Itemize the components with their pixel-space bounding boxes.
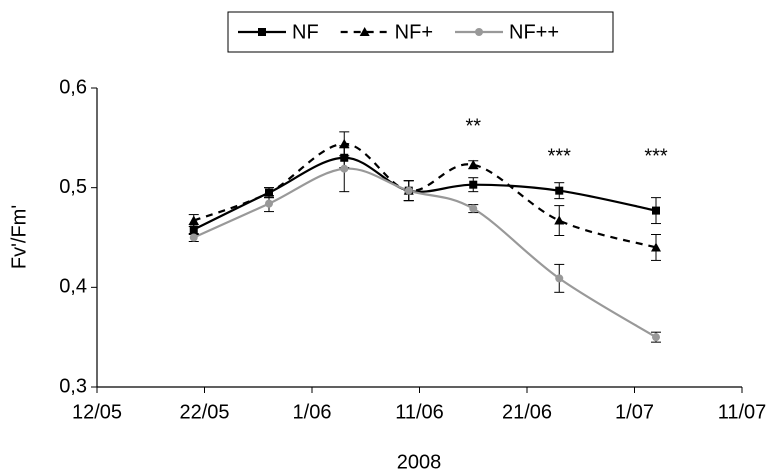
data-point <box>652 333 660 342</box>
legend: NF NF+ NF++ <box>227 11 614 53</box>
data-point <box>404 186 413 195</box>
data-point <box>468 159 479 169</box>
annotation: *** <box>548 145 572 167</box>
data-point <box>652 206 660 215</box>
y-tick-label: 0,4 <box>59 276 87 298</box>
x-tick-label: 11/06 <box>395 401 444 423</box>
x-tick-label: 1/06 <box>293 401 332 423</box>
data-point <box>265 199 273 208</box>
x-tick-label: 11/07 <box>718 401 767 423</box>
data-point <box>264 187 274 197</box>
x-tick-label: 12/05 <box>72 401 122 423</box>
x-tick-label: 21/06 <box>502 401 552 423</box>
x-tick-label: 1/07 <box>615 401 654 423</box>
x-tick-label: 22/05 <box>179 401 229 423</box>
data-point <box>555 186 564 195</box>
legend-marker <box>359 27 370 36</box>
y-tick-label: 0,6 <box>59 76 87 98</box>
series-line <box>193 167 657 339</box>
data-point <box>188 215 199 225</box>
data-point <box>651 242 661 252</box>
data-point <box>554 215 565 225</box>
x-axis-label: 2008 <box>397 451 442 473</box>
annotation: ** <box>465 115 481 137</box>
y-axis-label: Fv'/Fm' <box>8 205 30 269</box>
data-point <box>469 204 478 213</box>
annotation: *** <box>644 145 668 167</box>
data-point <box>340 164 349 173</box>
y-tick-label: 0,3 <box>59 375 87 397</box>
data-point <box>469 180 478 189</box>
data-point <box>555 274 564 283</box>
data-point <box>189 225 198 234</box>
data-point <box>189 233 198 242</box>
legend-marker <box>258 28 266 36</box>
legend-label: NF <box>292 21 319 43</box>
legend-label: NF++ <box>509 21 559 43</box>
legend-marker <box>475 28 484 36</box>
legend-box <box>227 11 614 53</box>
y-tick-label: 0,5 <box>59 176 87 198</box>
legend-label: NF+ <box>395 21 433 43</box>
